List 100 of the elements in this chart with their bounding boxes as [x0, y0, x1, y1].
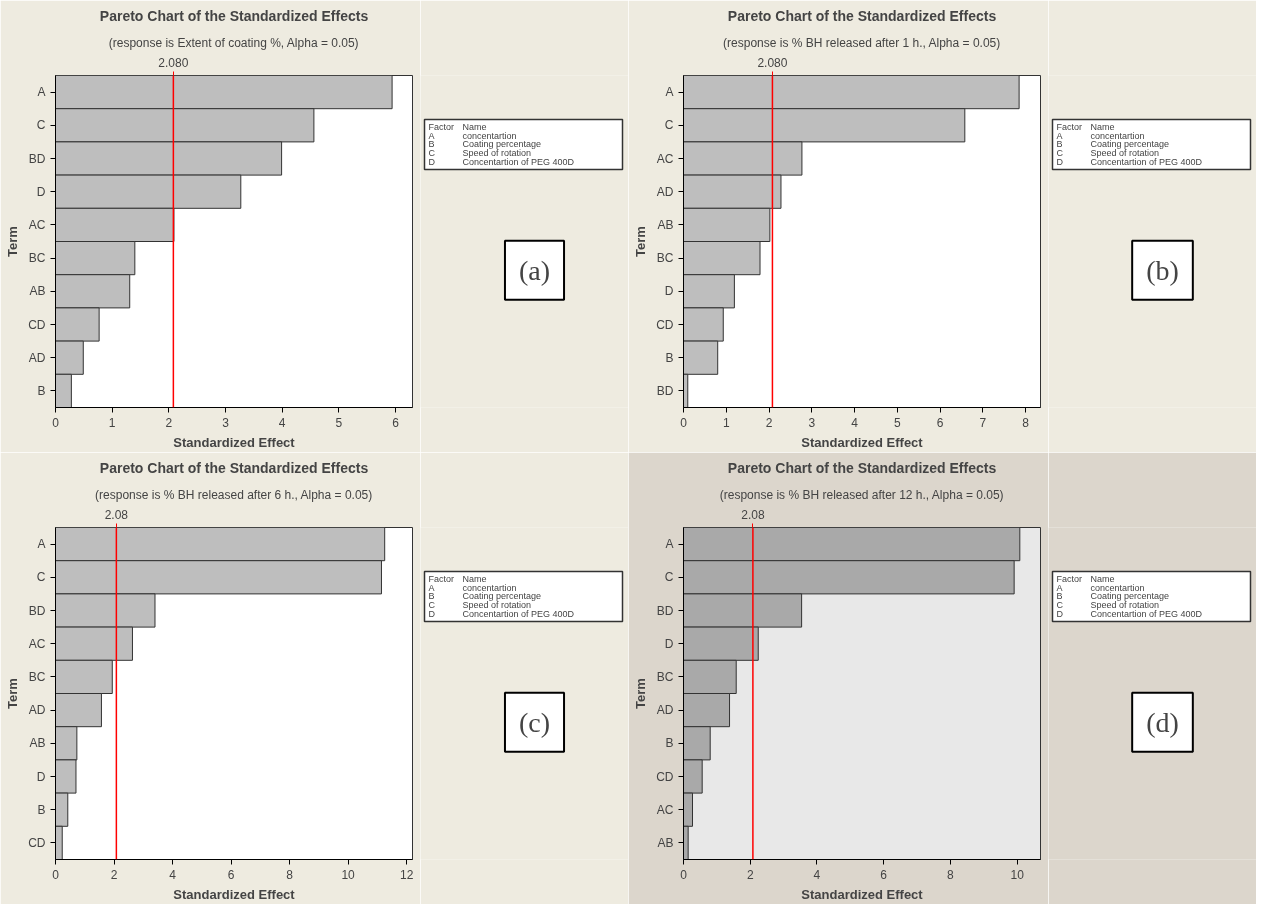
text: Concentartion of PEG 400D: [462, 157, 575, 168]
y-tick-label: AC: [28, 217, 46, 232]
x-tick-label: 4: [851, 415, 859, 430]
y-tick-label: CD: [28, 317, 46, 332]
text: C: [428, 148, 436, 159]
y-tick-label: A: [665, 85, 674, 100]
x-tick-label: 6: [880, 867, 888, 882]
chart-title: Pareto Chart of the Standardized Effects: [727, 7, 997, 24]
x-tick-label: 7: [979, 415, 987, 430]
text: Name: [1090, 121, 1115, 132]
y-tick-label: A: [37, 537, 46, 552]
y-tick-label: A: [665, 537, 674, 552]
y-axis-title: Term: [633, 226, 649, 257]
text: concentartion: [462, 582, 517, 593]
x-tick-label: 0: [680, 415, 688, 430]
x-tick-label: 8: [947, 867, 955, 882]
ref-line-label: 2.080: [757, 55, 788, 70]
text: Coating percentage: [1090, 139, 1170, 150]
text: Speed of rotation: [462, 148, 532, 159]
x-tick-label: 1: [722, 415, 730, 430]
text: Speed of rotation: [462, 600, 532, 611]
x-tick-label: 3: [808, 415, 816, 430]
y-tick-label: CD: [656, 317, 674, 332]
text: D: [428, 609, 436, 620]
y-tick-label: AD: [656, 184, 674, 199]
text: Factor: [428, 121, 455, 132]
y-tick-label: C: [664, 570, 674, 585]
x-tick-label: 4: [169, 867, 177, 882]
y-tick-label: AB: [657, 835, 674, 850]
x-tick-label: 3: [222, 415, 230, 430]
y-tick-label: BD: [656, 603, 674, 618]
x-tick-label: 12: [399, 867, 414, 882]
text: Coating percentage: [462, 139, 542, 150]
y-tick-label: AD: [656, 703, 674, 718]
text: Name: [462, 573, 487, 584]
x-tick-label: 4: [813, 867, 821, 882]
text: (c): [518, 706, 551, 738]
x-tick-label: 6: [936, 415, 944, 430]
text: Factor: [1056, 573, 1083, 584]
text: D: [1056, 609, 1064, 620]
x-tick-label: 0: [680, 867, 688, 882]
y-tick-label: BC: [656, 251, 674, 266]
text: (a): [518, 254, 551, 286]
text: C: [1056, 600, 1064, 611]
y-tick-label: C: [664, 118, 674, 133]
text: Speed of rotation: [1090, 600, 1160, 611]
x-axis-title: Standardized Effect: [173, 886, 296, 902]
y-tick-label: AD: [28, 703, 46, 718]
text: concentartion: [1090, 582, 1145, 593]
text: A: [428, 582, 435, 593]
x-tick-label: 8: [286, 867, 294, 882]
y-tick-label: C: [36, 570, 46, 585]
x-tick-label: 0: [52, 415, 60, 430]
x-tick-label: 5: [335, 415, 343, 430]
x-tick-label: 6: [392, 415, 400, 430]
x-axis-title: Standardized Effect: [801, 434, 924, 450]
x-tick-label: 2: [165, 415, 173, 430]
y-tick-label: BC: [28, 669, 46, 684]
x-tick-label: 2: [765, 415, 773, 430]
y-tick-label: AB: [29, 284, 46, 299]
x-tick-label: 2: [746, 867, 754, 882]
y-tick-label: AB: [657, 217, 674, 232]
text: Concentartion of PEG 400D: [1090, 157, 1203, 168]
chart-title: Pareto Chart of the Standardized Effects: [99, 459, 369, 476]
x-tick-label: 5: [893, 415, 901, 430]
text: Concentartion of PEG 400D: [462, 609, 575, 620]
chart-title: Pareto Chart of the Standardized Effects: [727, 459, 997, 476]
x-tick-label: 6: [227, 867, 235, 882]
chart-subtitle: (response is % BH released after 12 h., Alpha = 0.05): [719, 487, 1004, 502]
y-tick-label: BC: [656, 669, 674, 684]
text: concentartion: [462, 130, 517, 141]
text: Factor: [1056, 121, 1083, 132]
y-axis-title: Term: [633, 678, 649, 709]
chart-subtitle: (response is % BH released after 1 h., Alpha = 0.05): [723, 35, 1001, 50]
x-tick-label: 8: [1022, 415, 1030, 430]
y-tick-label: B: [37, 383, 46, 398]
ref-line-label: 2.080: [158, 55, 189, 70]
text: B: [428, 591, 435, 602]
chart-title: Pareto Chart of the Standardized Effects: [99, 7, 369, 24]
text: C: [1056, 148, 1064, 159]
y-axis-title: Term: [5, 226, 21, 257]
text: Coating percentage: [1090, 591, 1170, 602]
y-tick-label: AC: [28, 636, 46, 651]
x-tick-label: 10: [1010, 867, 1025, 882]
x-axis-title: Standardized Effect: [801, 886, 924, 902]
y-tick-label: AC: [656, 151, 674, 166]
y-tick-label: AB: [29, 736, 46, 751]
text: (b): [1146, 254, 1179, 286]
y-tick-label: AC: [656, 802, 674, 817]
text: Speed of rotation: [1090, 148, 1160, 159]
text: A: [428, 130, 435, 141]
x-tick-label: 1: [108, 415, 116, 430]
y-tick-label: B: [665, 350, 674, 365]
y-tick-label: B: [665, 736, 674, 751]
y-axis-title: Term: [5, 678, 21, 709]
chart-subtitle: (response is % BH released after 6 h., Alpha = 0.05): [95, 487, 373, 502]
x-tick-label: 10: [341, 867, 356, 882]
text: Factor: [428, 573, 455, 584]
x-tick-label: 4: [278, 415, 286, 430]
y-tick-label: AD: [28, 350, 46, 365]
